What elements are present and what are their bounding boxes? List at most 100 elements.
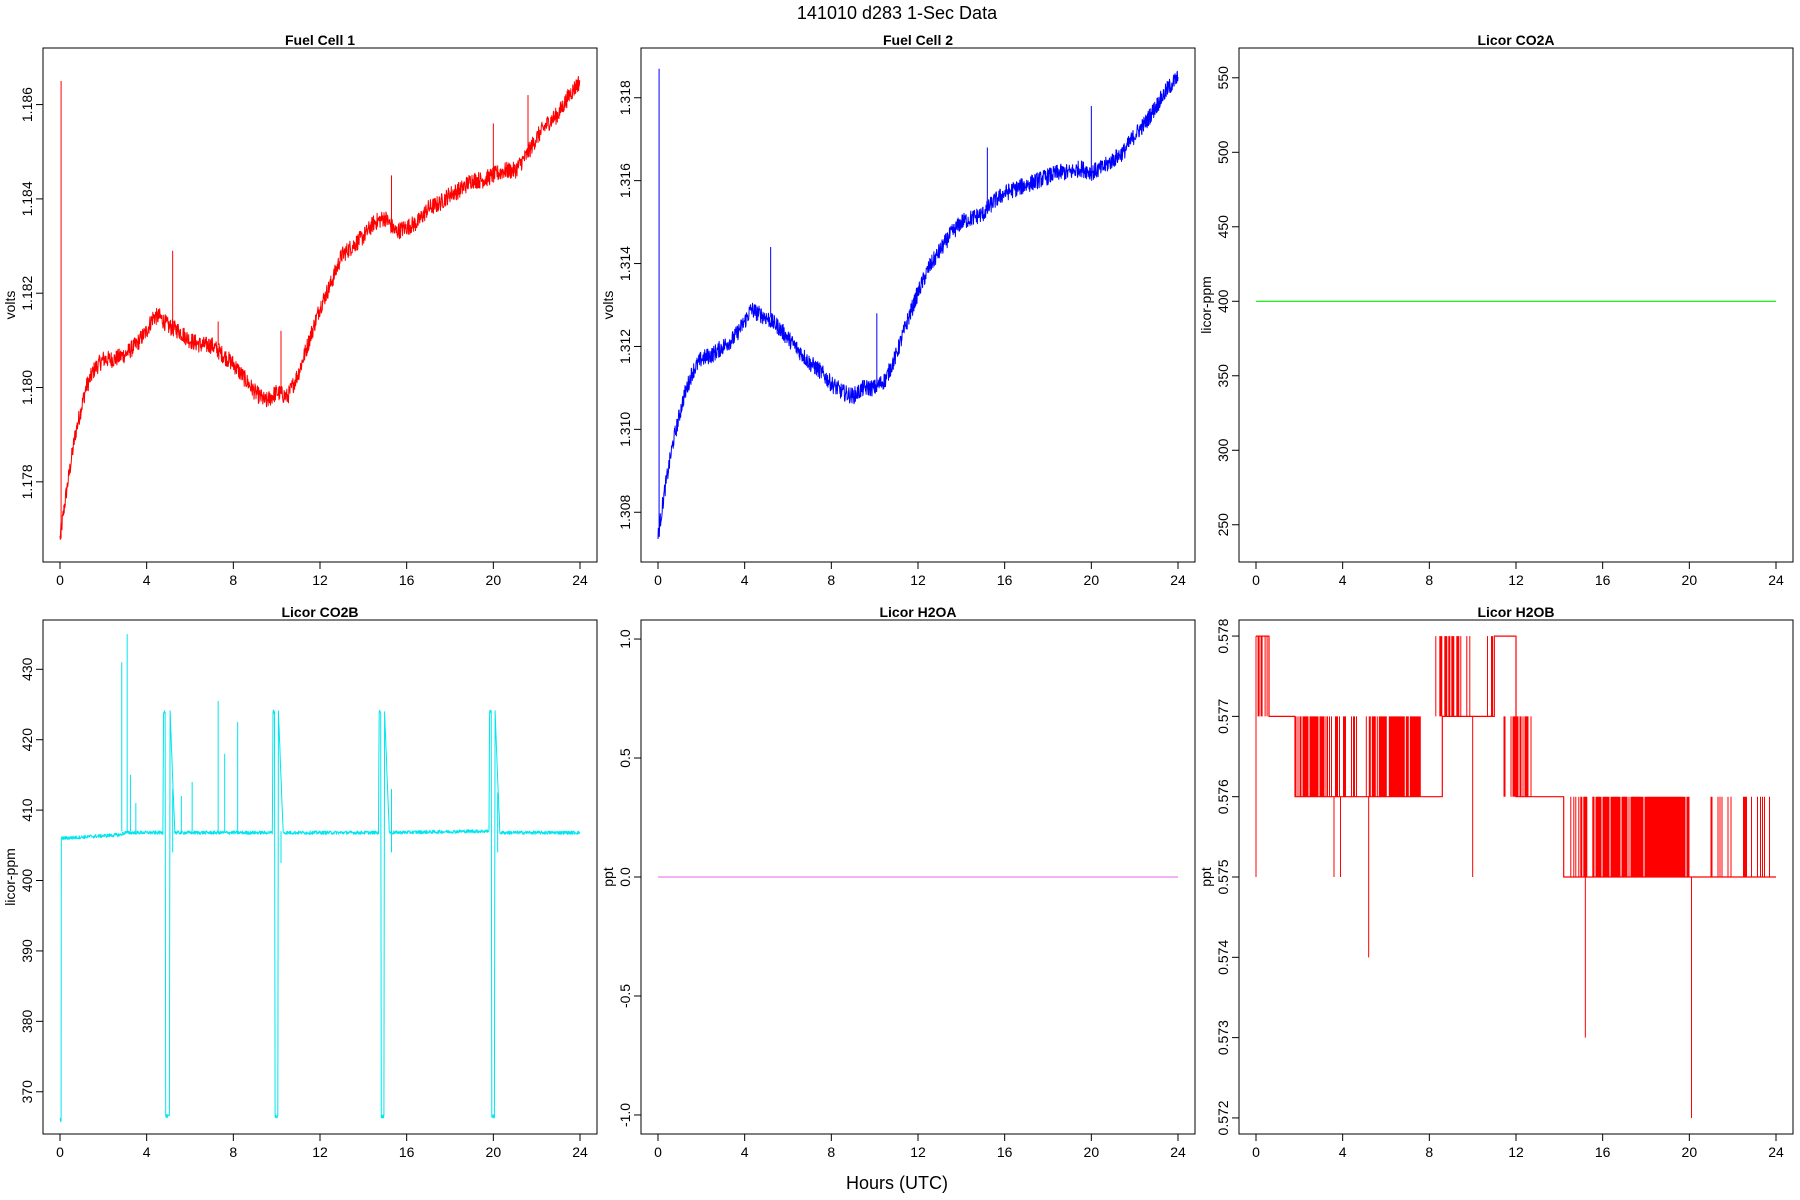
- panel-licor-co2b: Licor CO2B licor-ppm 0 4 8 12 16 20 24 370 380 390 4…: [2, 604, 598, 1160]
- panel-licor-co2a-x-axis: 0 4 8 12 16 20 24: [1252, 561, 1784, 588]
- panel-fuel-cell-1-y-tick-label: 1.186: [19, 87, 35, 122]
- panel-licor-h2ob-toggle-band: [1487, 636, 1493, 717]
- panel-fuel-cell-1-x-tick-label: 4: [143, 572, 151, 588]
- panel-fuel-cell-2-y-axis-label: volts: [600, 291, 616, 320]
- panel-fuel-cell-2-y-tick-label: 1.314: [617, 246, 633, 281]
- panel-licor-co2a-title: Licor CO2A: [1477, 32, 1554, 48]
- panel-fuel-cell-2-x-tick-label: 4: [741, 572, 749, 588]
- panel-fuel-cell-2-y-tick-label: 1.318: [617, 80, 633, 115]
- panel-fuel-cell-1-x-tick-label: 0: [56, 572, 64, 588]
- panel-licor-h2ob-title: Licor H2OB: [1477, 604, 1554, 620]
- panel-licor-h2ob-y-tick-label: 0.572: [1215, 1100, 1231, 1135]
- panel-fuel-cell-2-y-tick-label: 1.310: [617, 412, 633, 447]
- panel-licor-h2ob-y-tick-label: 0.577: [1215, 699, 1231, 734]
- figure-title: 141010 d283 1-Sec Data: [797, 3, 998, 23]
- panel-licor-co2b-x-tick-label: 0: [56, 1144, 64, 1160]
- panel-licor-h2ob-x-tick-label: 0: [1252, 1144, 1260, 1160]
- panel-licor-h2oa-y-tick-label: 0.5: [617, 748, 633, 768]
- panel-licor-co2b-series-line: [59, 709, 581, 1123]
- panel-fuel-cell-2-x-tick-label: 0: [654, 572, 662, 588]
- panel-licor-h2oa-x-tick-label: 24: [1170, 1144, 1186, 1160]
- panel-fuel-cell-2-x-tick-label: 8: [827, 572, 835, 588]
- panel-licor-co2a-y-tick-label: 500: [1215, 140, 1231, 164]
- panel-fuel-cell-1-y-tick-label: 1.182: [19, 275, 35, 310]
- panel-fuel-cell-1-y-tick-label: 1.184: [19, 181, 35, 216]
- panel-fuel-cell-2-y-tick-label: 1.312: [617, 329, 633, 364]
- panel-licor-h2ob-toggle-band: [1365, 716, 1421, 797]
- figure-x-axis-label: Hours (UTC): [846, 1173, 948, 1193]
- panel-licor-h2oa-x-tick-label: 16: [997, 1144, 1013, 1160]
- panel-licor-co2b-y-tick-label: 400: [19, 869, 35, 893]
- panel-licor-co2b-y-tick-label: 380: [19, 1009, 35, 1033]
- panel-fuel-cell-1-x-tick-label: 16: [399, 572, 415, 588]
- panel-fuel-cell-2-y-tick-label: 1.308: [617, 495, 633, 530]
- panel-licor-h2ob-x-tick-label: 20: [1682, 1144, 1698, 1160]
- panel-fuel-cell-2-x-tick-label: 12: [910, 572, 926, 588]
- panel-fuel-cell-2-series-line: [657, 70, 1179, 540]
- panel-fuel-cell-2-x-tick-label: 24: [1170, 572, 1186, 588]
- panel-licor-h2oa-y-axis-label: ppt: [600, 867, 616, 887]
- panel-licor-h2oa-x-tick-label: 8: [827, 1144, 835, 1160]
- panel-licor-h2ob-x-tick-label: 12: [1508, 1144, 1524, 1160]
- panel-fuel-cell-2-data: [657, 68, 1179, 540]
- panel-fuel-cell-2-y-axis: 1.308 1.310 1.312 1.314 1.316 1.318: [617, 80, 641, 530]
- panel-licor-co2b-x-tick-label: 12: [312, 1144, 328, 1160]
- panel-licor-h2ob-toggle-band: [1593, 796, 1634, 877]
- panel-licor-co2b-x-axis: 0 4 8 12 16 20 24: [56, 1133, 588, 1160]
- panel-fuel-cell-2-x-axis: 0 4 8 12 16 20 24: [654, 561, 1186, 588]
- panel-licor-h2oa-y-tick-label: -1.0: [617, 1103, 633, 1127]
- panel-licor-co2a-y-tick-label: 450: [1215, 215, 1231, 239]
- panel-licor-co2a-x-tick-label: 0: [1252, 572, 1260, 588]
- panel-fuel-cell-1-data: [59, 76, 581, 540]
- panel-fuel-cell-1-y-axis-label: volts: [2, 291, 18, 320]
- panel-licor-h2ob-y-tick-label: 0.574: [1215, 940, 1231, 975]
- panel-fuel-cell-2-y-tick-label: 1.316: [617, 163, 633, 198]
- panel-licor-co2a-x-tick-label: 8: [1425, 572, 1433, 588]
- panel-licor-h2ob-x-tick-label: 24: [1768, 1144, 1784, 1160]
- panel-licor-h2ob-toggle-band: [1257, 636, 1268, 717]
- panel-licor-h2ob-toggle-band: [1743, 796, 1770, 877]
- panel-licor-h2ob-y-axis-label: ppt: [1198, 867, 1214, 887]
- panel-licor-co2b-y-tick-label: 390: [19, 939, 35, 963]
- panel-licor-h2ob-toggle-band: [1503, 716, 1532, 797]
- panel-licor-co2b-x-tick-label: 16: [399, 1144, 415, 1160]
- panel-licor-h2oa-y-tick-label: 0.0: [617, 867, 633, 887]
- panel-licor-co2b-y-axis: 370 380 390 400 410 420 430: [19, 657, 43, 1103]
- panel-licor-h2oa-x-tick-label: 0: [654, 1144, 662, 1160]
- panel-licor-co2b-y-tick-label: 420: [19, 728, 35, 752]
- panel-licor-h2ob-toggle-band: [1435, 636, 1471, 717]
- panel-fuel-cell-1-x-tick-label: 8: [229, 572, 237, 588]
- panel-fuel-cell-1-y-tick-label: 1.178: [19, 464, 35, 499]
- panel-licor-h2oa-x-tick-label: 20: [1084, 1144, 1100, 1160]
- panel-licor-co2a-y-tick-label: 550: [1215, 66, 1231, 90]
- panel-licor-h2oa-title: Licor H2OA: [879, 604, 956, 620]
- panel-licor-h2ob-toggle-band: [1570, 796, 1595, 877]
- panel-licor-h2oa-y-axis: -1.0 -0.5 0.0 0.5 1.0: [617, 629, 641, 1127]
- panel-fuel-cell-1-series-line: [59, 76, 581, 540]
- panel-licor-h2ob-x-axis: 0 4 8 12 16 20 24: [1252, 1133, 1784, 1160]
- panel-licor-h2ob-toggle-band: [1327, 716, 1357, 797]
- panel-licor-co2a-y-tick-label: 250: [1215, 513, 1231, 537]
- panel-licor-h2ob-toggle-band: [1632, 796, 1690, 877]
- panel-fuel-cell-2-x-tick-label: 20: [1084, 572, 1100, 588]
- panel-licor-co2b-data: [59, 634, 581, 1123]
- panel-fuel-cell-2-x-tick-label: 16: [997, 572, 1013, 588]
- panel-licor-h2oa: Licor H2OA ppt 0 4 8 12 16 20 24 -1.0 -0.5 0.0 0.5 1.…: [600, 604, 1196, 1160]
- panel-licor-co2a: Licor CO2A licor-ppm 0 4 8 12 16 20 24 250 300 350 4…: [1198, 32, 1794, 588]
- panel-fuel-cell-1-x-axis: 0 4 8 12 16 20 24: [56, 561, 588, 588]
- panel-licor-h2oa-x-axis: 0 4 8 12 16 20 24: [654, 1133, 1186, 1160]
- panel-licor-co2a-x-tick-label: 12: [1508, 572, 1524, 588]
- panel-licor-h2ob-x-tick-label: 4: [1339, 1144, 1347, 1160]
- panel-licor-h2oa-y-tick-label: 1.0: [617, 629, 633, 649]
- panel-fuel-cell-1-y-axis: 1.178 1.180 1.182 1.184 1.186: [19, 87, 43, 499]
- panel-licor-co2b-y-tick-label: 430: [19, 657, 35, 681]
- panel-licor-co2b-x-tick-label: 8: [229, 1144, 237, 1160]
- panel-licor-co2a-y-tick-label: 400: [1215, 289, 1231, 313]
- panel-licor-co2b-title: Licor CO2B: [281, 604, 358, 620]
- panel-licor-co2a-x-tick-label: 4: [1339, 572, 1347, 588]
- panel-licor-co2b-x-tick-label: 24: [572, 1144, 588, 1160]
